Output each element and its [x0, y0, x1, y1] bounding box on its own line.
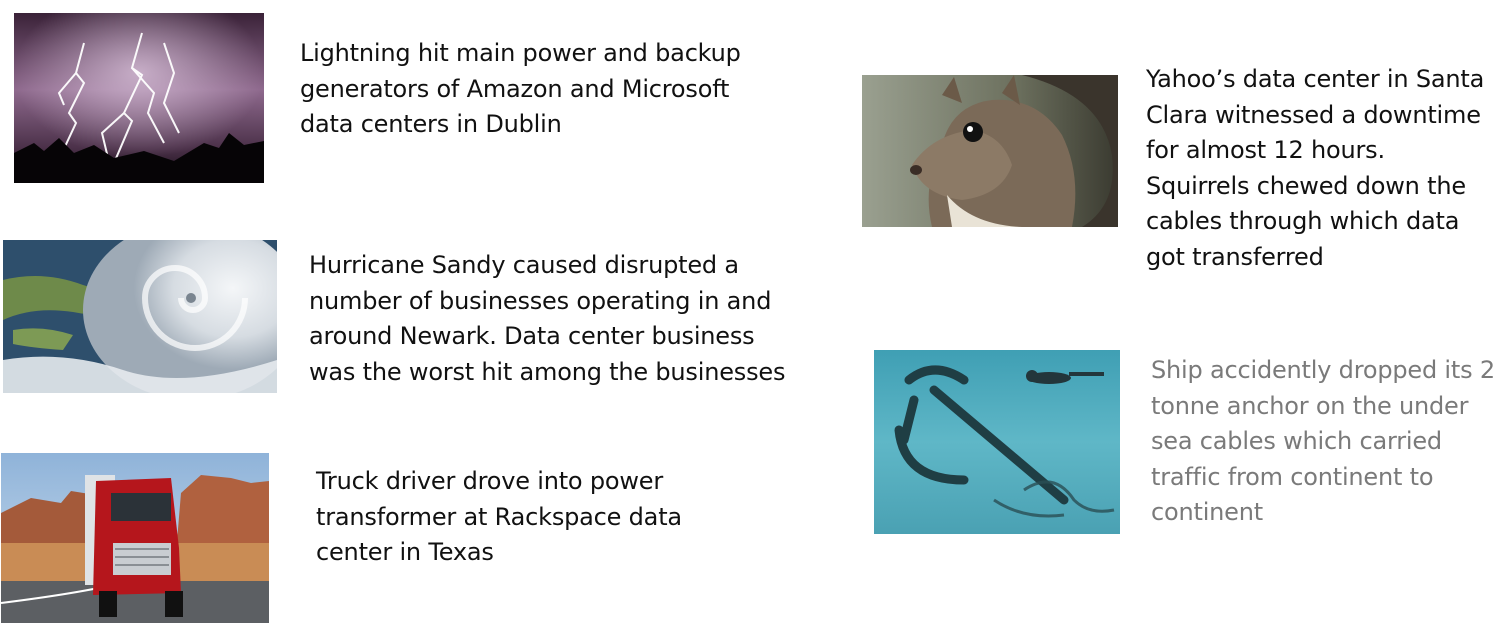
squirrel-caption: Yahoo’s data center in Santa Clara witne…: [1146, 65, 1485, 271]
hurricane-satellite-photo: [3, 240, 277, 393]
underwater-anchor-photo: [874, 350, 1120, 534]
hurricane-caption: Hurricane Sandy caused disrupted a numbe…: [309, 251, 786, 386]
lightning-caption: Lightning hit main power and backup gene…: [300, 39, 741, 138]
squirrel-photo: [862, 75, 1118, 227]
anchor-caption: Ship accidently dropped its 2 tonne anch…: [1151, 356, 1495, 526]
lightning-photo: [14, 13, 264, 183]
truck-caption: Truck driver drove into power transforme…: [316, 467, 682, 566]
red-truck-photo: [1, 453, 269, 623]
